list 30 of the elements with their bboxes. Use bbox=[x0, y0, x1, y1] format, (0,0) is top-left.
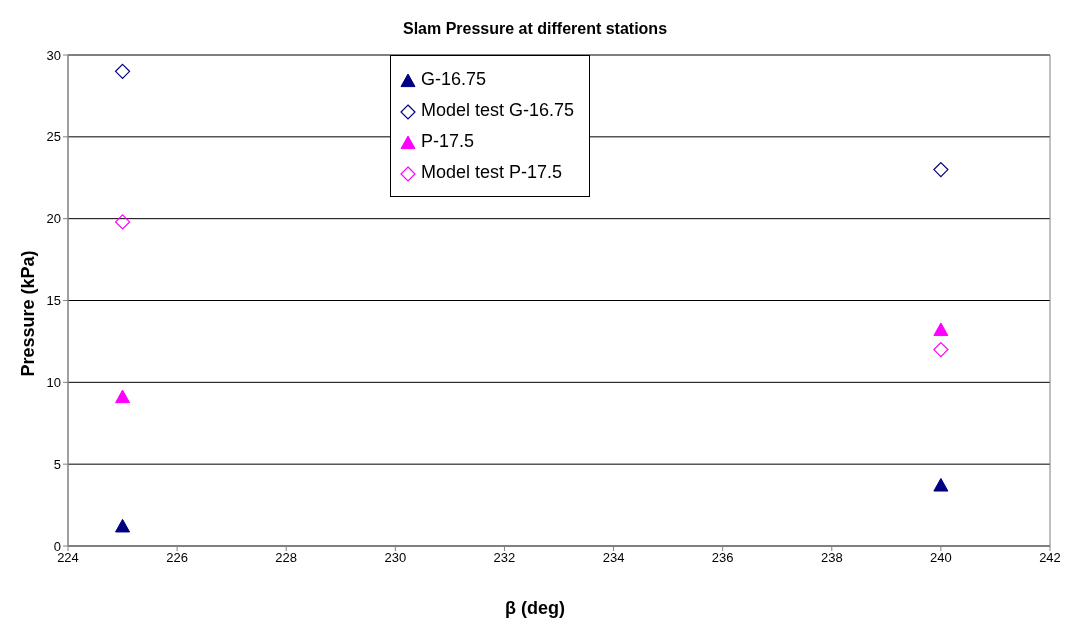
point bbox=[933, 477, 949, 492]
legend-label: Model test G-16.75 bbox=[421, 100, 575, 121]
y-tick-label: 25 bbox=[46, 129, 61, 145]
x-tick-label: 236 bbox=[711, 550, 734, 566]
point bbox=[933, 161, 949, 178]
point bbox=[115, 389, 131, 404]
legend-label: P-17.5 bbox=[421, 131, 475, 152]
y-tick-label: 30 bbox=[46, 47, 61, 63]
legend-label: G-16.75 bbox=[421, 69, 487, 90]
x-tick-label: 238 bbox=[820, 550, 843, 566]
x-tick-label: 226 bbox=[166, 550, 188, 566]
point bbox=[114, 63, 131, 79]
x-tick-label: 230 bbox=[384, 550, 407, 566]
y-tick-label: 5 bbox=[53, 456, 61, 472]
legend-label: Model test P-17.5 bbox=[421, 162, 563, 183]
x-tick-label: 242 bbox=[1039, 550, 1061, 566]
point bbox=[933, 342, 949, 358]
x-tick-label: 232 bbox=[493, 550, 516, 566]
y-axis-title: Pressure (kPa) bbox=[17, 249, 39, 379]
x-axis-title: β (deg) bbox=[504, 598, 566, 619]
point bbox=[114, 214, 131, 230]
y-tick-label: 20 bbox=[46, 211, 61, 227]
y-tick-label: 10 bbox=[46, 374, 61, 390]
x-tick-label: 240 bbox=[930, 550, 952, 566]
chart-title: Slam Pressure at different stations bbox=[401, 20, 669, 38]
point bbox=[115, 518, 131, 533]
x-tick-label: 234 bbox=[602, 550, 625, 566]
point bbox=[933, 322, 949, 337]
x-tick-label: 228 bbox=[275, 550, 298, 566]
y-tick-label: 15 bbox=[46, 293, 61, 309]
